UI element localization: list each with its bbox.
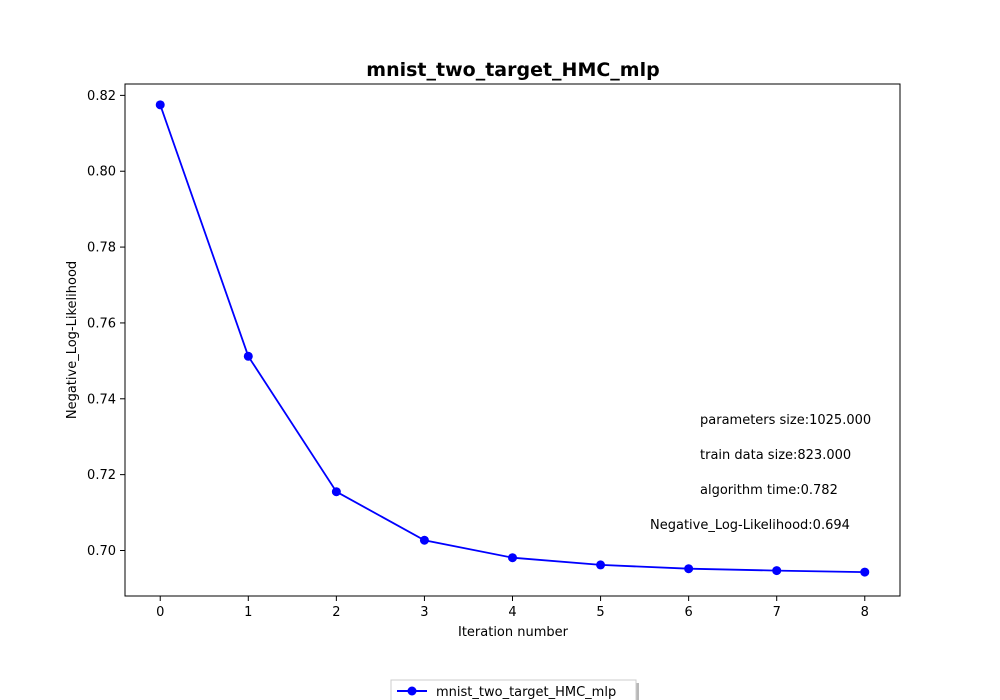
data-point — [243, 351, 253, 361]
series-line — [159, 104, 865, 574]
x-axis-label: Iteration number — [458, 625, 569, 640]
legend-label: mnist_two_target_HMC_mlp — [436, 685, 616, 700]
x-tick-label: 8 — [861, 605, 869, 620]
series-layer — [155, 100, 870, 577]
x-tick-label: 0 — [156, 605, 164, 620]
annotation-nll: Negative_Log-Likelihood:0.694 — [650, 518, 850, 533]
x-tick-label: 6 — [684, 605, 692, 620]
y-tick-label: 0.70 — [87, 544, 116, 559]
y-tick-label: 0.78 — [87, 241, 116, 256]
data-point — [331, 487, 341, 497]
data-point — [155, 100, 165, 110]
x-axis-ticks: 0 1 2 3 4 5 6 7 8 — [156, 596, 869, 620]
data-point — [508, 553, 517, 563]
data-point — [596, 560, 606, 570]
y-tick-label: 0.80 — [87, 165, 116, 180]
annotation-algorithm-time: algorithm time:0.782 — [700, 483, 838, 498]
legend-box — [390, 679, 637, 700]
legend-marker-swatch — [407, 686, 417, 696]
data-point — [684, 564, 694, 574]
y-axis-label: Negative_Log-Likelihood — [65, 261, 80, 419]
x-tick-label: 3 — [420, 605, 428, 620]
x-tick-label: 4 — [508, 605, 516, 620]
x-tick-label: 1 — [244, 605, 252, 620]
y-tick-label: 0.76 — [87, 316, 116, 331]
y-tick-label: 0.72 — [87, 468, 116, 483]
legend: mnist_two_target_HMC_mlp — [390, 679, 639, 700]
data-point — [860, 567, 870, 577]
data-point — [772, 566, 782, 576]
chart-title: mnist_two_target_HMC_mlp — [366, 59, 659, 81]
x-tick-label: 7 — [773, 605, 781, 620]
annotation-train-data-size: train data size:823.000 — [700, 448, 851, 463]
x-tick-label: 5 — [596, 605, 604, 620]
annotations: parameters size:1025.000 train data size… — [650, 413, 871, 533]
y-tick-label: 0.74 — [87, 392, 116, 407]
x-tick-label: 2 — [332, 605, 340, 620]
data-point — [419, 535, 429, 545]
annotation-parameters-size: parameters size:1025.000 — [700, 413, 871, 428]
y-tick-label: 0.82 — [87, 89, 116, 104]
y-axis-ticks: 0.70 0.72 0.74 0.76 0.78 0.80 0.82 — [87, 89, 125, 559]
